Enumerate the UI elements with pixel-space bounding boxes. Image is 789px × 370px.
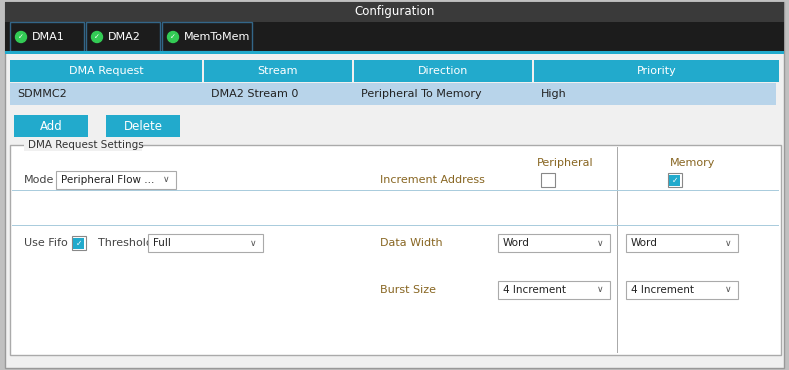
- Text: DMA Request: DMA Request: [69, 66, 144, 76]
- Bar: [10, 145, 781, 355]
- Text: ✓: ✓: [18, 34, 24, 40]
- Text: Mode: Mode: [24, 175, 54, 185]
- Bar: [617, 147, 619, 353]
- Text: DMA1: DMA1: [32, 32, 65, 42]
- Text: Burst Size: Burst Size: [380, 285, 436, 295]
- Bar: [106, 115, 180, 137]
- Bar: [354, 60, 532, 82]
- Bar: [10, 22, 84, 51]
- Text: DMA Request Settings: DMA Request Settings: [28, 140, 144, 150]
- Text: ∨: ∨: [724, 239, 731, 248]
- Bar: [626, 234, 738, 252]
- Text: Threshold: Threshold: [98, 238, 153, 248]
- Bar: [56, 171, 176, 189]
- Text: DMA2 Stream 0: DMA2 Stream 0: [211, 89, 298, 99]
- Bar: [162, 22, 252, 51]
- Text: High: High: [541, 89, 567, 99]
- Text: ✓: ✓: [170, 34, 176, 40]
- Text: ∨: ∨: [163, 175, 170, 185]
- Text: Peripheral To Memory: Peripheral To Memory: [361, 89, 481, 99]
- Bar: [5, 2, 784, 22]
- Text: ✓: ✓: [76, 239, 82, 248]
- Text: ✓: ✓: [94, 34, 100, 40]
- Bar: [668, 173, 682, 187]
- Text: Configuration: Configuration: [354, 6, 435, 18]
- Text: Memory: Memory: [671, 158, 716, 168]
- Text: Word: Word: [503, 238, 530, 248]
- Text: Add: Add: [39, 120, 62, 132]
- Bar: [498, 281, 610, 299]
- Bar: [12, 225, 779, 226]
- Circle shape: [167, 31, 178, 43]
- Bar: [14, 115, 88, 137]
- Text: SDMMC2: SDMMC2: [17, 89, 67, 99]
- Circle shape: [92, 31, 103, 43]
- Bar: [24, 139, 142, 151]
- Text: Peripheral: Peripheral: [537, 158, 593, 168]
- Bar: [72, 236, 86, 250]
- Bar: [10, 83, 776, 105]
- Text: Word: Word: [631, 238, 658, 248]
- Text: Full: Full: [153, 238, 171, 248]
- Bar: [5, 51, 784, 54]
- Bar: [5, 22, 784, 52]
- Text: 4 Increment: 4 Increment: [631, 285, 694, 295]
- Text: DMA2: DMA2: [108, 32, 141, 42]
- Text: Increment Address: Increment Address: [380, 175, 485, 185]
- Text: Priority: Priority: [637, 66, 676, 76]
- Bar: [670, 175, 680, 185]
- Bar: [86, 22, 160, 51]
- Bar: [498, 234, 610, 252]
- Bar: [12, 190, 779, 191]
- Text: Delete: Delete: [124, 120, 163, 132]
- Text: Use Fifo: Use Fifo: [24, 238, 68, 248]
- Text: MemToMem: MemToMem: [184, 32, 250, 42]
- Bar: [148, 234, 263, 252]
- Circle shape: [16, 31, 27, 43]
- Text: Data Width: Data Width: [380, 238, 443, 248]
- Text: Peripheral Flow ...: Peripheral Flow ...: [61, 175, 155, 185]
- Text: ✓: ✓: [671, 175, 679, 185]
- Bar: [73, 238, 84, 249]
- Text: ∨: ∨: [596, 239, 604, 248]
- Text: Stream: Stream: [258, 66, 298, 76]
- Text: ∨: ∨: [724, 286, 731, 295]
- Text: Direction: Direction: [418, 66, 468, 76]
- Bar: [10, 60, 202, 82]
- Bar: [204, 60, 352, 82]
- Bar: [541, 173, 555, 187]
- Text: ∨: ∨: [596, 286, 604, 295]
- Bar: [534, 60, 779, 82]
- Bar: [626, 281, 738, 299]
- Text: ∨: ∨: [249, 239, 256, 248]
- Text: 4 Increment: 4 Increment: [503, 285, 566, 295]
